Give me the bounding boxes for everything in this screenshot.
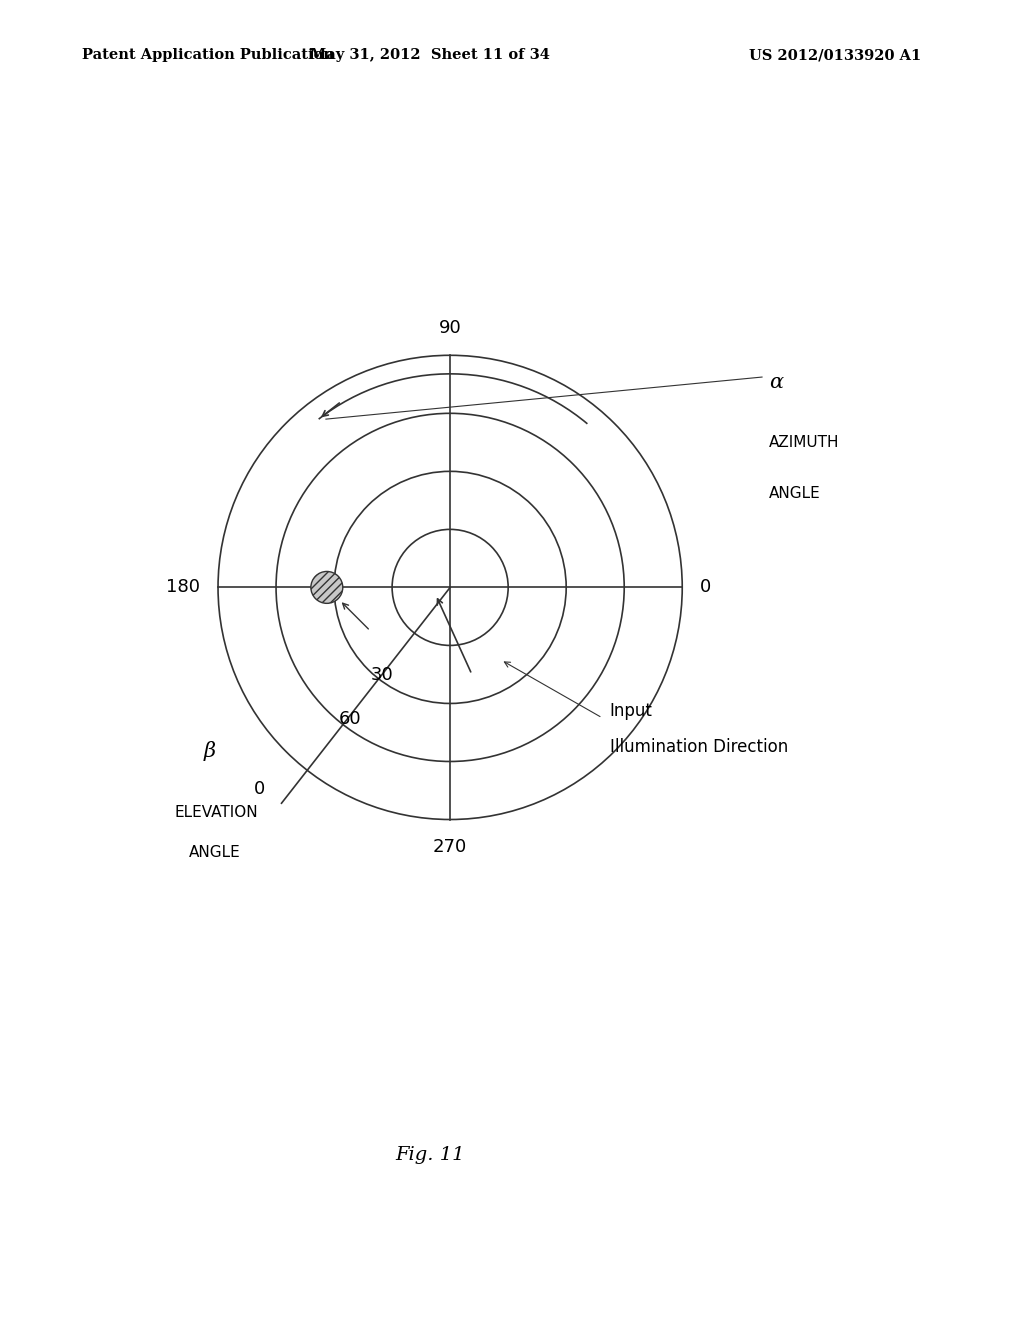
Text: 30: 30 (371, 667, 393, 684)
Text: β: β (204, 742, 216, 762)
Text: α: α (769, 372, 783, 392)
Text: 0: 0 (700, 578, 712, 597)
Text: Illumination Direction: Illumination Direction (609, 738, 787, 756)
Text: Fig. 11: Fig. 11 (395, 1146, 465, 1164)
Text: 60: 60 (339, 710, 361, 727)
Text: 0: 0 (254, 780, 265, 797)
Text: Input: Input (609, 702, 652, 719)
Text: ELEVATION: ELEVATION (174, 805, 258, 820)
Circle shape (311, 572, 343, 603)
Text: May 31, 2012  Sheet 11 of 34: May 31, 2012 Sheet 11 of 34 (310, 49, 550, 62)
Text: AZIMUTH: AZIMUTH (769, 436, 840, 450)
Text: Patent Application Publication: Patent Application Publication (82, 49, 334, 62)
Text: 180: 180 (166, 578, 200, 597)
Text: 90: 90 (438, 319, 462, 337)
Text: ANGLE: ANGLE (769, 486, 821, 500)
Text: ANGLE: ANGLE (189, 845, 241, 859)
Text: 270: 270 (433, 838, 467, 855)
Text: US 2012/0133920 A1: US 2012/0133920 A1 (750, 49, 922, 62)
